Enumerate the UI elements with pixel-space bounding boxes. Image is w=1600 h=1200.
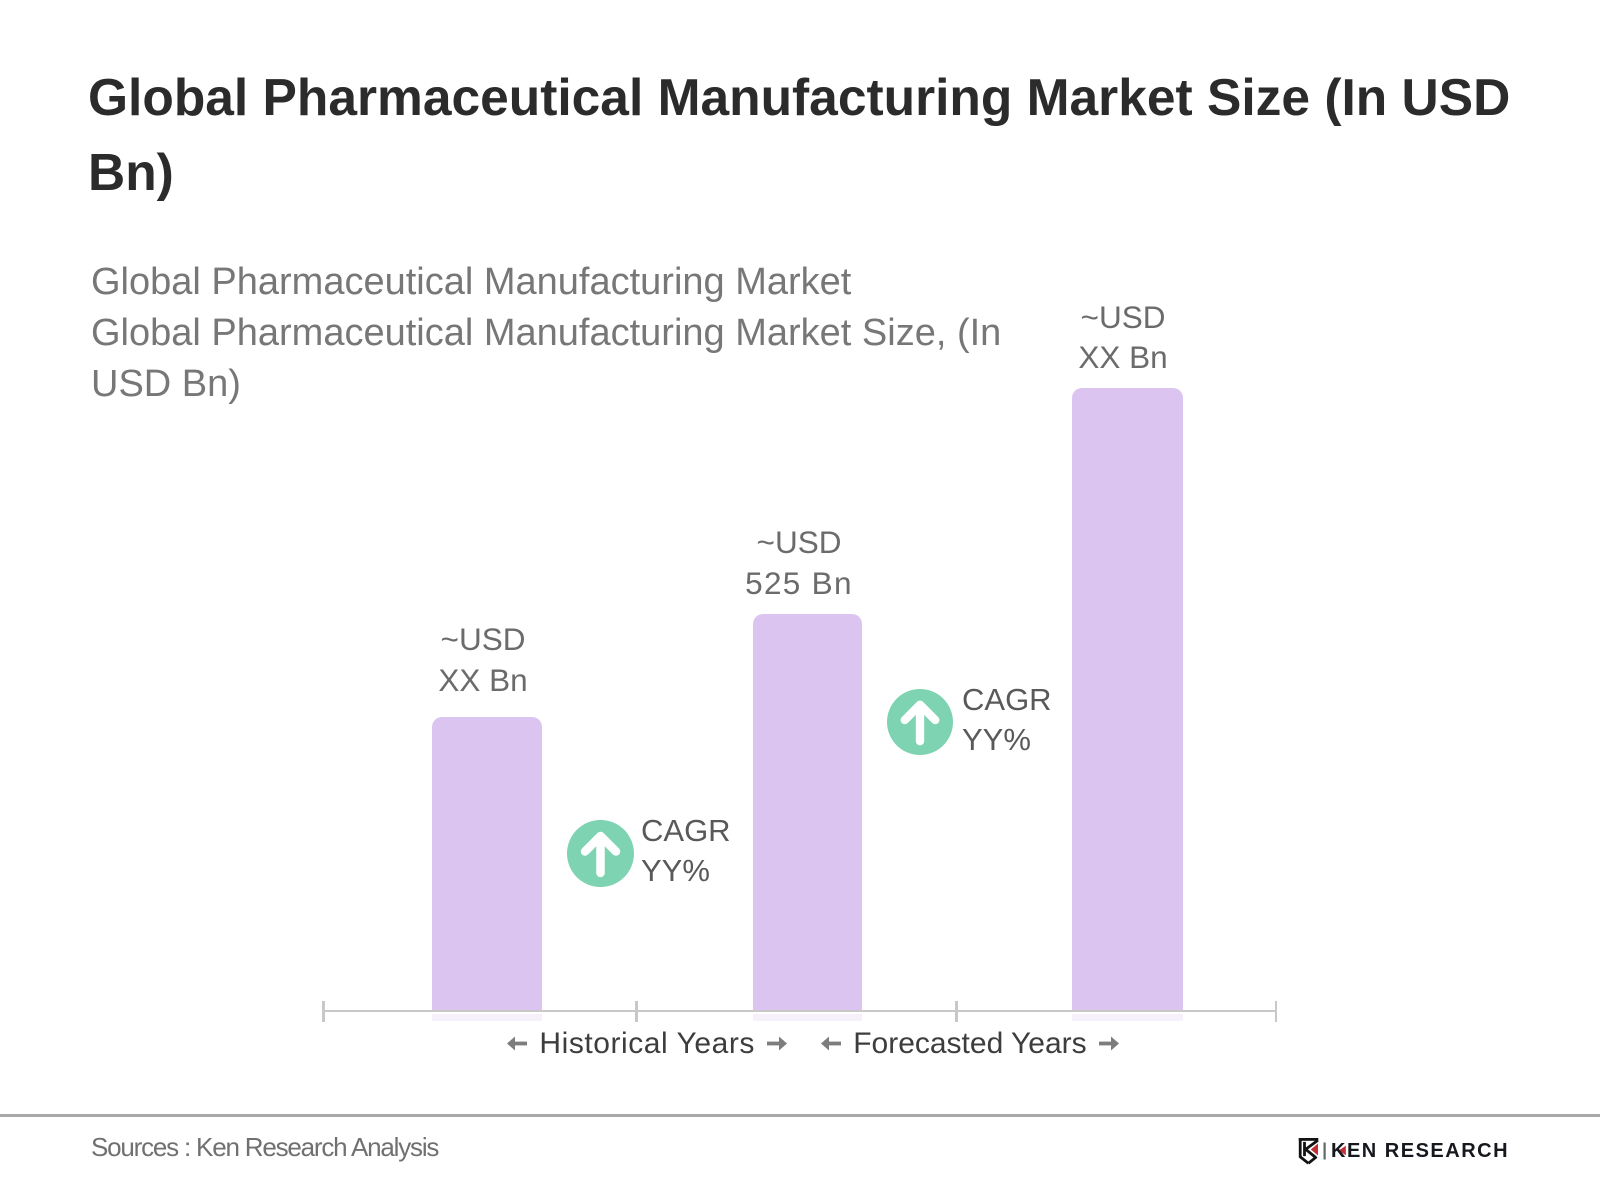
svg-text:KEN RESEARCH: KEN RESEARCH xyxy=(1331,1140,1509,1162)
